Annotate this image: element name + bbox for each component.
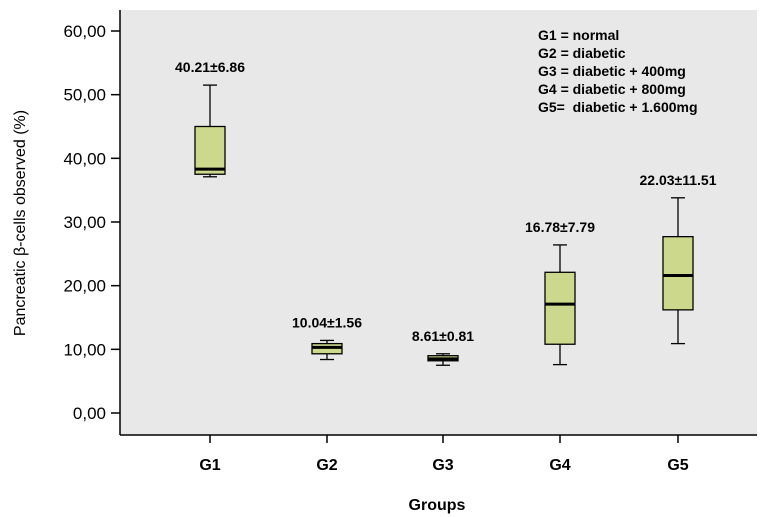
legend-entry: G5= diabetic + 1.600mg <box>538 99 698 115</box>
y-tick-label: 60,00 <box>63 22 106 41</box>
data-label: 40.21±6.86 <box>175 59 245 75</box>
data-label: 22.03±11.51 <box>640 172 717 188</box>
x-tick-label: G4 <box>549 457 570 474</box>
legend-entry: G1 = normal <box>538 27 619 43</box>
box-g2: 10.04±1.56 <box>292 314 362 361</box>
data-label: 8.61±0.81 <box>412 328 474 344</box>
boxes: 40.21±6.86 10.04±1.56 8.61±0.81 16.78±7.79 2… <box>175 59 717 366</box>
y-tick-label: 40,00 <box>63 149 106 168</box>
box-g5: 22.03±11.51 <box>640 172 717 345</box>
data-label: 16.78±7.79 <box>525 219 595 235</box>
y-axis-ticks: 0,00 10,00 20,00 30,00 40,00 50,00 60,00 <box>63 22 120 423</box>
x-tick-label: G5 <box>667 457 688 474</box>
box-iqr <box>194 125 226 175</box>
y-tick-label: 30,00 <box>63 213 106 232</box>
legend-entry: G4 = diabetic + 800mg <box>538 81 686 97</box>
y-axis-title: Pancreatic β-cells observed (%) <box>12 110 29 336</box>
box-iqr <box>662 235 694 311</box>
x-tick-label: G3 <box>432 457 453 474</box>
y-tick-label: 50,00 <box>63 86 106 105</box>
box-g3: 8.61±0.81 <box>412 328 474 366</box>
x-axis-title: Groups <box>409 497 466 514</box>
x-tick-label: G2 <box>316 457 337 474</box>
legend-entry: G3 = diabetic + 400mg <box>538 63 686 79</box>
box-g1: 40.21±6.86 <box>175 59 245 178</box>
x-axis-ticks: G1 G2 G3 G4 G5 <box>199 435 689 474</box>
box-g4: 16.78±7.79 <box>525 219 595 366</box>
y-tick-label: 20,00 <box>63 277 106 296</box>
y-tick-label: 0,00 <box>73 404 106 423</box>
box-iqr <box>544 271 576 345</box>
legend-entry: G2 = diabetic <box>538 45 626 61</box>
x-tick-label: G1 <box>199 457 220 474</box>
plot-area <box>120 10 757 435</box>
data-label: 10.04±1.56 <box>292 314 362 330</box>
legend: G1 = normal G2 = diabetic G3 = diabetic + … <box>538 27 698 115</box>
y-tick-label: 10,00 <box>63 340 106 359</box>
